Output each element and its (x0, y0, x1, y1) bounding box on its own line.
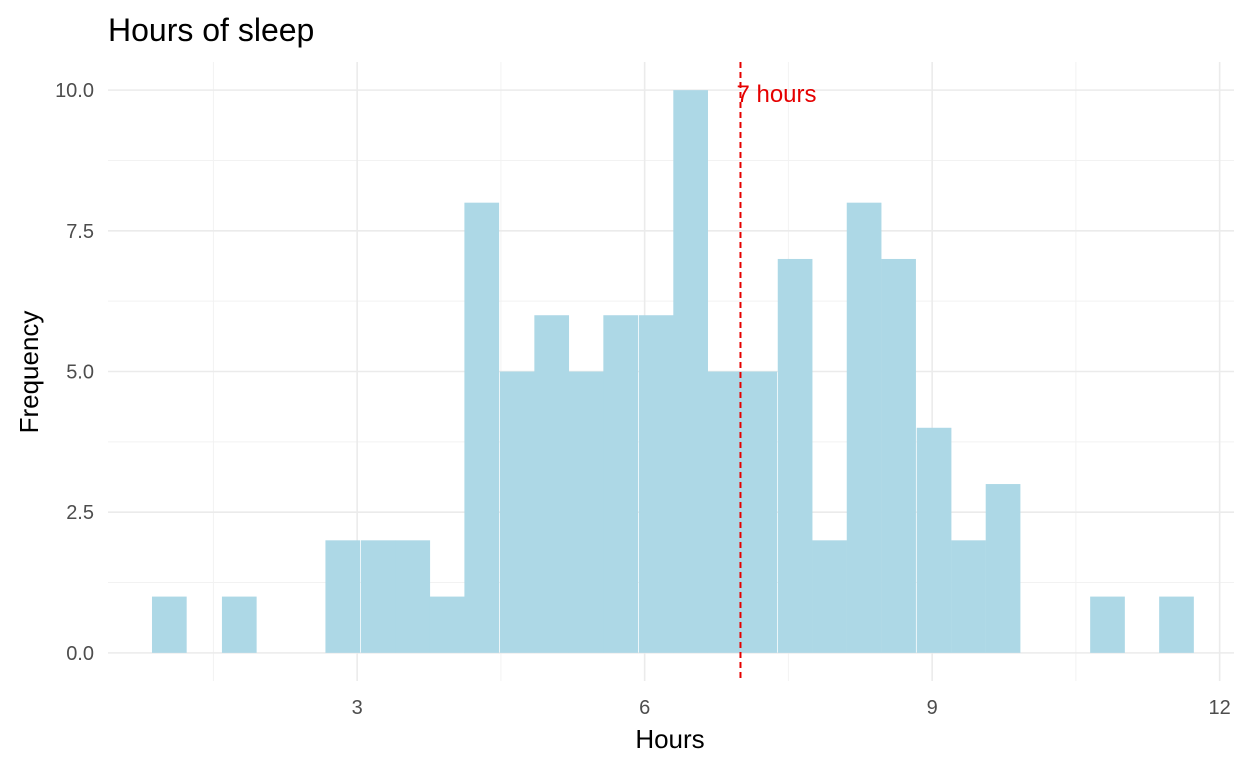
histogram-bar (325, 540, 361, 653)
histogram-bar (985, 484, 1021, 653)
histogram-bar (1090, 596, 1125, 653)
histogram-bar (395, 540, 431, 653)
histogram-bar (429, 596, 465, 653)
histogram-bar (1159, 596, 1194, 653)
y-tick-label: 7.5 (66, 221, 94, 243)
x-tick-label: 3 (352, 697, 363, 719)
histogram-bar (568, 371, 604, 653)
histogram-bar (951, 540, 986, 653)
histogram-bar (464, 202, 500, 653)
histogram-bars (151, 90, 1194, 653)
histogram-bar (221, 596, 257, 653)
histogram-bar (742, 371, 777, 653)
histogram-bar (916, 427, 952, 653)
x-axis-title: Hours (635, 724, 704, 754)
histogram-bar (707, 371, 743, 653)
histogram-bar (812, 540, 847, 653)
y-tick-label: 10.0 (55, 80, 94, 102)
x-tick-label: 12 (1209, 697, 1231, 719)
histogram-bar (777, 258, 813, 653)
y-tick-label: 5.0 (66, 362, 94, 384)
histogram-bar (360, 540, 396, 653)
y-tick-label: 2.5 (66, 502, 94, 524)
histogram-bar (638, 315, 674, 653)
axis-ticks: 3 6 9 12 0.0 2.5 5.0 7.5 10.0 (55, 80, 1231, 719)
y-tick-label: 0.0 (66, 643, 94, 665)
x-tick-label: 6 (639, 697, 650, 719)
reference-line-group: 7 hours (736, 62, 817, 681)
histogram-bar (603, 315, 639, 653)
histogram-bar (881, 258, 916, 653)
x-tick-label: 9 (927, 697, 938, 719)
histogram-bar (846, 202, 882, 653)
histogram-bar (673, 90, 708, 653)
y-axis-title: Frequency (14, 311, 44, 434)
histogram-bar (534, 315, 570, 653)
chart-title: Hours of sleep (108, 12, 314, 48)
histogram-bar (151, 596, 187, 653)
histogram-bar (499, 371, 535, 653)
reference-line-label: 7 hours (736, 81, 816, 108)
